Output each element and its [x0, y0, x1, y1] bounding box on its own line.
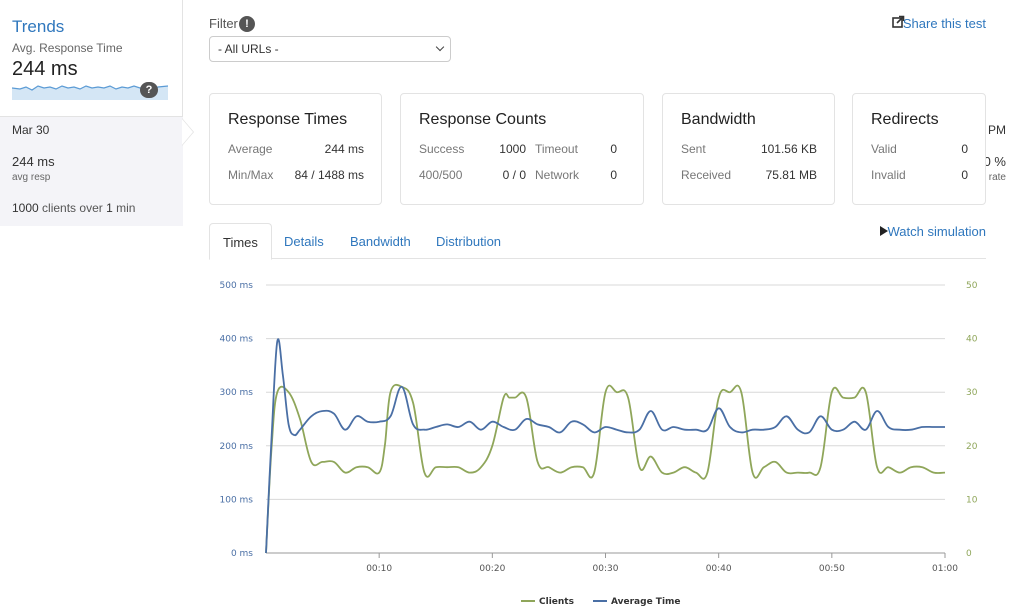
card-title: Bandwidth	[681, 111, 756, 128]
legend-label[interactable]: Clients	[539, 597, 574, 607]
network-label: Network	[535, 168, 580, 182]
timeout-value: 0	[610, 142, 617, 156]
err-rate-label: err rate	[973, 172, 1006, 183]
sent-label: Sent	[681, 142, 706, 156]
x-tick-label: 00:50	[819, 564, 845, 574]
y-left-tick-label: 100 ms	[220, 495, 254, 505]
response-counts-card: Response Counts Success 1000 Timeout 0 4…	[400, 93, 644, 205]
network-value: 0	[610, 168, 617, 182]
chart-grid	[266, 284, 945, 554]
y-left-tick-label: 400 ms	[220, 335, 254, 345]
card-title: Response Times	[228, 111, 348, 128]
invalid-label: Invalid	[871, 168, 906, 182]
selection-arrow-fill	[182, 119, 193, 145]
y-left-tick-label: 300 ms	[220, 388, 254, 398]
chevron-down-icon	[435, 42, 445, 52]
y-left-tick-label: 200 ms	[220, 442, 254, 452]
minmax-value: 84 / 1488 ms	[294, 168, 364, 182]
response-times-card: Response Times Average 244 ms Min/Max 84…	[209, 93, 382, 205]
play-icon[interactable]	[880, 226, 888, 236]
y-left-tick-label: 0 ms	[231, 549, 253, 559]
y-right-tick-label: 10	[966, 495, 978, 505]
valid-value: 0	[961, 142, 968, 156]
response-time-chart: 0 ms 100 ms 200 ms 300 ms 400 ms 500 ms 0 10 20 3…	[220, 281, 978, 607]
y-right-tick-label: 40	[966, 335, 978, 345]
chart-axes: 0 ms 100 ms 200 ms 300 ms 400 ms 500 ms 0 10 20 3…	[220, 281, 978, 574]
redirects-card: Redirects Valid 0 Invalid 0	[852, 93, 986, 205]
watch-simulation-link[interactable]: Watch simulation	[887, 224, 987, 239]
response-sparkline	[12, 85, 168, 100]
success-label: Success	[419, 142, 465, 156]
minmax-label: Min/Max	[228, 168, 274, 182]
filter-label: Filter	[209, 16, 238, 31]
success-value: 1000	[499, 142, 526, 156]
test-date: Mar 30	[12, 123, 50, 137]
help-icon[interactable]: ?	[140, 82, 158, 98]
x-tick-label: 01:00	[932, 564, 958, 574]
clients-unit: min	[116, 201, 136, 215]
sent-value: 101.56 KB	[760, 142, 817, 156]
valid-label: Valid	[871, 142, 897, 156]
clients-duration: 1	[106, 201, 113, 215]
trends-title[interactable]: Trends	[12, 17, 65, 36]
received-label: Received	[681, 168, 732, 182]
received-value: 75.81 MB	[765, 168, 817, 182]
y-right-tick-label: 50	[966, 281, 978, 291]
error-value: 0 / 0	[502, 168, 526, 182]
average-label: Average	[228, 142, 273, 156]
y-right-tick-label: 0	[966, 549, 972, 559]
url-filter-value: - All URLs -	[218, 42, 279, 56]
legend-label[interactable]: Average Time	[611, 597, 681, 607]
x-tick-label: 00:30	[593, 564, 619, 574]
trend-value: 244 ms	[12, 58, 78, 80]
share-icon[interactable]	[892, 15, 905, 28]
clients-count: 1000	[12, 201, 39, 215]
x-tick-label: 00:20	[479, 564, 505, 574]
avg-resp-label: avg resp	[12, 172, 51, 183]
avg-resp-value: 244 ms	[12, 154, 55, 169]
tab-details[interactable]: Details	[284, 234, 324, 249]
chart-legend: Clients Average Time	[521, 597, 681, 607]
clients-series-line	[265, 383, 946, 554]
timeout-label: Timeout	[535, 142, 578, 156]
bandwidth-card: Bandwidth Sent 101.56 KB Received 75.81 …	[662, 93, 835, 205]
card-title: Response Counts	[419, 111, 547, 128]
y-left-tick-label: 500 ms	[220, 281, 254, 291]
trend-subtitle: Avg. Response Time	[12, 41, 123, 55]
invalid-value: 0	[961, 168, 968, 182]
tab-bandwidth[interactable]: Bandwidth	[350, 234, 411, 249]
card-title: Redirects	[871, 111, 939, 128]
clients-mid: clients over	[42, 201, 103, 215]
url-filter-select[interactable]: - All URLs -	[209, 36, 451, 62]
share-test-link[interactable]: Share this test	[902, 16, 986, 31]
x-tick-label: 00:10	[366, 564, 392, 574]
selected-test-stats	[0, 116, 183, 226]
y-right-tick-label: 30	[966, 388, 978, 398]
average-time-series-line	[265, 338, 945, 554]
error-label: 400/500	[419, 168, 463, 182]
chart-tabs: Times Details Bandwidth Distribution	[209, 223, 986, 260]
tab-distribution[interactable]: Distribution	[436, 234, 502, 249]
tab-times[interactable]: Times	[209, 223, 272, 260]
x-tick-label: 00:40	[706, 564, 732, 574]
chart-series	[265, 338, 946, 554]
y-right-tick-label: 20	[966, 442, 978, 452]
clients-summary: 1000 clients over 1 min	[12, 201, 135, 215]
info-icon[interactable]: !	[239, 16, 255, 32]
average-value: 244 ms	[324, 142, 364, 156]
